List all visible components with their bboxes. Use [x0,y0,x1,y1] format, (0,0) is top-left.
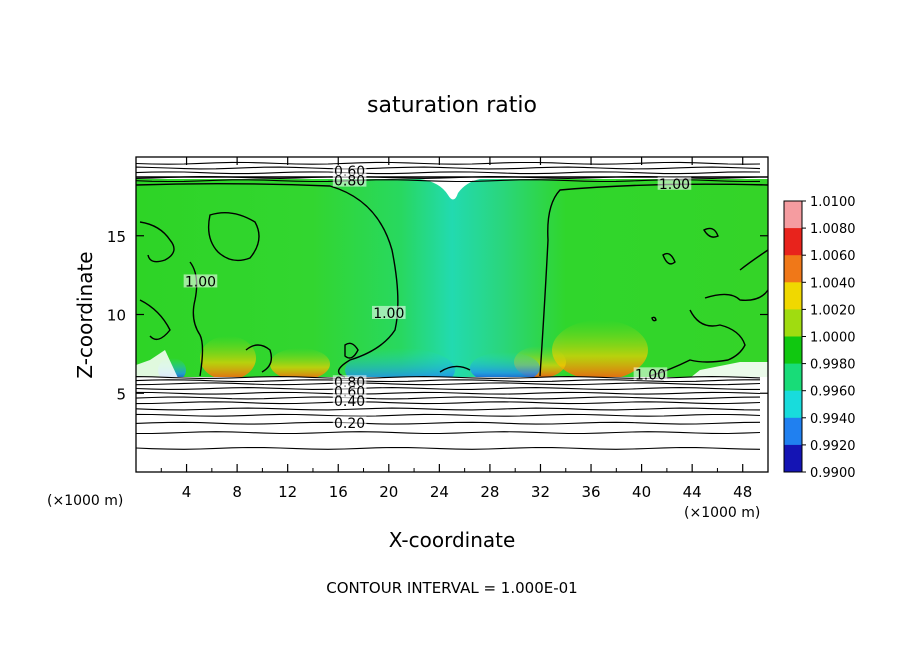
y-tick-label: 15 [107,228,126,246]
dry-intrusion [136,350,178,378]
contour-interval-footer: CONTOUR INTERVAL = 1.000E-01 [326,579,577,597]
flat-contour-line [136,179,761,183]
warm-patch [552,320,648,380]
colorbar-swatch [784,309,802,337]
flat-contour-line [136,171,761,175]
contour-label-bg [332,416,367,430]
contour-label: 0.80 [334,174,365,190]
contour-label-bg [183,274,218,288]
contour-label: 1.00 [373,306,404,322]
colorbar-label: 1.0000 [810,331,856,346]
y-axis-label: Z-coordinate [73,251,97,378]
y-tick-label: 5 [116,385,126,403]
colorbar-swatch [784,201,802,229]
flat-contour-line [136,166,761,170]
cool-patch [470,352,540,384]
contour-label-bg [372,305,406,319]
contour-label-bg [332,173,367,187]
x-tick-label: 48 [733,483,752,501]
colorbar-label: 1.0020 [810,303,856,318]
contour-label-bg [633,367,668,381]
colorbar-swatch [784,363,802,392]
x-axis: 4 8 12 16 20 24 28 32 36 40 44 48 [160,157,752,501]
colorbar-label: 1.0100 [810,195,856,210]
x-tick-label: 16 [329,483,348,501]
colorbar-swatch [784,255,802,283]
colorbar-swatch [784,390,802,419]
x-tick-label: 8 [232,483,242,501]
contour-label-bg [657,176,692,190]
contour-label-group: 0.600.80 1.001.001.001.000.800.600.400.20 [183,164,692,432]
flat-contour-line [136,396,761,400]
colorbar-label: 0.9960 [810,385,856,400]
x-tick-label: 36 [581,483,600,501]
contour-label: 0.40 [334,394,365,410]
dry-layer-bottom [136,377,768,472]
contour-label: 0.20 [334,416,365,432]
x-tick-label: 44 [683,483,702,501]
colorbar-swatch [784,336,802,365]
chart-title: saturation ratio [367,93,537,118]
x-tick-label: 24 [430,483,449,501]
colorbar-swatch [784,417,802,446]
colorbar: 1.0100 1.0080 1.0060 1.0040 1.0020 1.0000 0.99… [783,195,856,481]
plot-area: 0.600.80 1.001.001.001.000.800.600.400.20 [136,157,768,472]
colorbar-label: 0.9900 [810,466,856,481]
y-tick-label: 10 [107,307,126,325]
colorbar-label: 0.9980 [810,358,856,373]
flat-contour-line [136,431,761,435]
flat-contour-line [136,161,761,165]
colorbar-label: 0.9940 [810,412,856,427]
x-tick-label: 20 [379,483,398,501]
dry-intrusion [420,179,480,200]
colorbar-swatch [784,444,802,473]
flat-contour-line [136,421,761,425]
colorbar-swatch [784,228,802,256]
x-tick-label: 28 [480,483,499,501]
flat-contour-line [136,446,761,450]
contour-label: 1.00 [185,274,216,290]
colorbar-label: 1.0060 [810,249,856,264]
x-tick-label: 12 [278,483,297,501]
colorbar-swatch [784,282,802,310]
flat-contour-line [136,401,761,405]
flat-contour-group [136,161,761,450]
contour-label: 1.00 [659,177,690,193]
x-tick-label: 40 [632,483,651,501]
warm-patch [200,336,256,380]
x-tick-label: 32 [531,483,550,501]
flat-contour-line [136,379,760,383]
y-axis: 5 10 15 [107,228,768,403]
flat-contour-line [136,413,761,417]
contour-label: 1.00 [635,367,666,383]
flat-contour-line [136,387,760,390]
flat-contour-line [136,391,761,395]
colorbar-label: 1.0080 [810,222,856,237]
colorbar-label: 0.9920 [810,439,856,454]
x-tick-label: 4 [182,483,192,501]
contour-label-bg [332,394,367,408]
x-unit-right: (×1000 m) [684,505,760,521]
x-axis-label: X-coordinate [389,528,516,552]
x-unit-left: (×1000 m) [47,493,123,509]
colorbar-label: 1.0040 [810,276,856,291]
dry-intrusion [690,362,768,378]
flat-contour-line [136,382,761,386]
flat-contour-line [136,407,761,411]
warm-patch [270,348,330,380]
